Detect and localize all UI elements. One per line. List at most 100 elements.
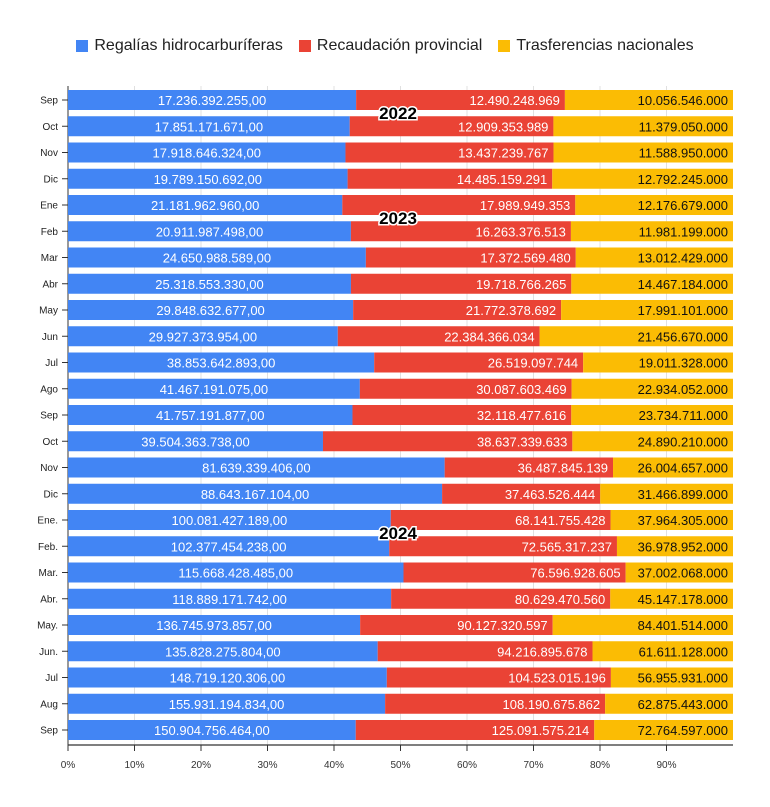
bar-segment (68, 693, 386, 714)
y-category-label: Nov (40, 463, 58, 474)
data-label: 155.931.194.834,00 (169, 697, 285, 712)
data-label: 68.141.755.428 (515, 513, 605, 528)
data-label: 14.485.159.291 (457, 172, 547, 187)
legend-label: Regalías hidrocarburíferas (94, 37, 283, 54)
bar-segment (68, 247, 366, 268)
data-label: 17.236.392.255,00 (158, 93, 266, 108)
data-label: 37.002.068.000 (638, 566, 728, 581)
bar-segment (68, 168, 348, 189)
bar-segment (539, 326, 733, 347)
bar-segment (605, 693, 733, 714)
bar-segment (592, 641, 733, 662)
bar-segment (68, 720, 356, 740)
y-category-label: Aug (40, 699, 58, 710)
bar-segment (68, 431, 323, 452)
data-label: 84.401.514.000 (638, 618, 728, 633)
y-category-label: Sep (40, 96, 58, 107)
bar-segment (360, 615, 553, 635)
data-label: 25.318.553.330,00 (155, 277, 263, 292)
bar-segment (571, 405, 733, 425)
bar-segment (350, 273, 572, 294)
data-label: 90.127.320.597 (457, 618, 547, 633)
y-category-label: Jul (45, 673, 58, 684)
bar-segment (68, 378, 360, 399)
x-tick-label: 60% (457, 760, 477, 771)
data-label: 72.764.597.000 (638, 723, 728, 738)
data-label: 24.890.210.000 (638, 434, 728, 449)
data-label: 10.056.546.000 (638, 93, 728, 108)
x-tick-label: 30% (257, 760, 277, 771)
y-category-label: Feb (41, 227, 59, 238)
x-tick-label: 10% (124, 760, 144, 771)
x-tick-label: 50% (390, 760, 410, 771)
bar-segment (68, 195, 343, 215)
bar-segment (68, 667, 387, 688)
legend-label: Recaudación provincial (316, 37, 483, 54)
data-label: 72.565.317.237 (522, 539, 612, 554)
chart-legend: Regalías hidrocarburíferas Recaudación pr… (0, 37, 770, 55)
x-tick-label: 90% (656, 760, 676, 771)
data-label: 37.964.305.000 (638, 513, 728, 528)
bar-segment (342, 195, 576, 215)
bar-segment (610, 588, 733, 609)
bar-segment (68, 615, 361, 635)
y-category-label: Feb. (38, 542, 58, 553)
bar-segment (68, 273, 351, 294)
data-label: 26.004.657.000 (638, 461, 728, 476)
bar-segment (575, 195, 733, 215)
legend-item[interactable]: Regalías hidrocarburíferas (76, 37, 283, 55)
bar-segment (68, 116, 350, 137)
data-label: 26.519.097.744 (488, 356, 578, 371)
data-label: 32.118.477.616 (477, 408, 566, 423)
bar-segment (68, 562, 404, 583)
data-label: 14.467.184.000 (638, 277, 728, 292)
bar-segment (571, 378, 733, 399)
bar-segment (68, 641, 378, 662)
data-label: 12.176.679.000 (638, 198, 728, 213)
x-tick-label: 0% (61, 760, 76, 771)
x-tick-label: 20% (191, 760, 211, 771)
data-label: 19.789.150.692,00 (154, 172, 262, 187)
y-category-label: Ago (40, 384, 58, 395)
bar-segment (352, 405, 572, 425)
bar-segment (68, 457, 445, 478)
data-label: 39.504.363.738,00 (141, 434, 249, 449)
data-label: 136.745.973.857,00 (156, 618, 272, 633)
bar-segment (564, 90, 733, 110)
bar-segment (356, 90, 565, 110)
bar-segment (350, 221, 571, 242)
bar-segment (68, 405, 353, 425)
data-label: 13.012.429.000 (638, 251, 728, 266)
data-label: 30.087.603.469 (476, 382, 566, 397)
data-label: 29.927.373.954,00 (149, 329, 257, 344)
data-label: 23.734.711.000 (639, 408, 728, 423)
legend-swatch (76, 40, 89, 52)
bar-segment (616, 536, 733, 557)
legend-item[interactable]: Recaudación provincial (298, 37, 483, 55)
y-category-label: May (39, 306, 58, 317)
bar-segment (68, 300, 354, 320)
data-label: 45.147.178.000 (638, 592, 728, 607)
data-label: 76.596.928.605 (530, 566, 620, 581)
bar-segment (571, 273, 733, 294)
bar-segment (403, 562, 626, 583)
bar-segment (374, 352, 584, 373)
data-label: 11.588.950.000 (639, 146, 728, 161)
data-label: 19.011.328.000 (639, 356, 728, 371)
bar-segment (552, 615, 733, 635)
data-label: 11.379.050.000 (639, 119, 728, 134)
bar-segment (68, 510, 391, 530)
data-label: 17.989.949.353 (480, 198, 570, 213)
data-label: 135.828.275.804,00 (165, 644, 281, 659)
data-label: 21.456.670.000 (638, 329, 728, 344)
bar-segment (600, 483, 733, 504)
x-tick-label: 70% (523, 760, 543, 771)
data-label: 38.853.642.893,00 (167, 356, 275, 371)
year-annotation: 2022 (379, 104, 417, 123)
legend-item[interactable]: Trasferencias nacionales (498, 37, 694, 55)
data-label: 125.091.575.214 (492, 723, 590, 738)
data-label: 17.851.171.671,00 (155, 119, 263, 134)
bar-segment (575, 247, 733, 268)
bar-segment (353, 300, 562, 320)
